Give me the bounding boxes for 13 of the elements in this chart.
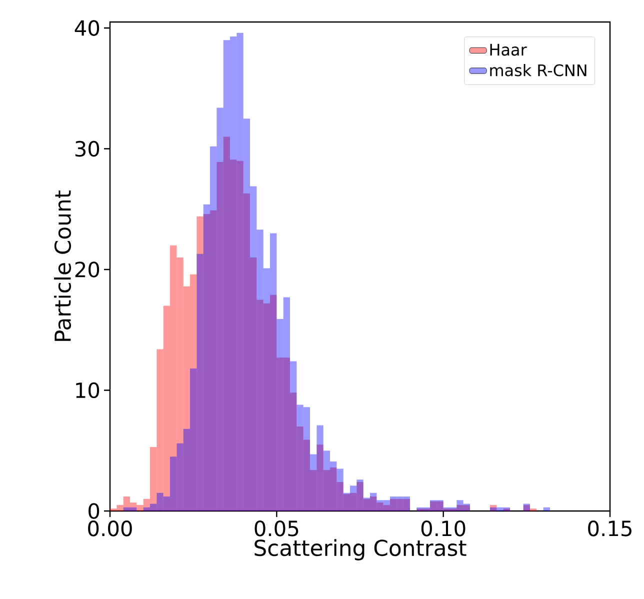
x-tick-label: 0.10 [421, 520, 466, 536]
x-tick-label: 0.00 [88, 520, 132, 536]
y-tick-label: 10 [76, 382, 100, 398]
x-tick-label: 0.05 [254, 520, 298, 536]
y-axis-title: Particle Count [54, 190, 72, 341]
y-tick-label: 20 [75, 262, 100, 278]
x-tick-label: 0.15 [588, 520, 632, 536]
y-tick-label: 0 [88, 503, 100, 519]
y-tick-label: 40 [74, 20, 100, 36]
x-axis-title: Scattering Contrast [254, 539, 466, 560]
y-tick-label: 30 [75, 140, 100, 157]
legend-label: Haar [490, 44, 527, 56]
legend-label: mask R-CNN [490, 64, 586, 76]
